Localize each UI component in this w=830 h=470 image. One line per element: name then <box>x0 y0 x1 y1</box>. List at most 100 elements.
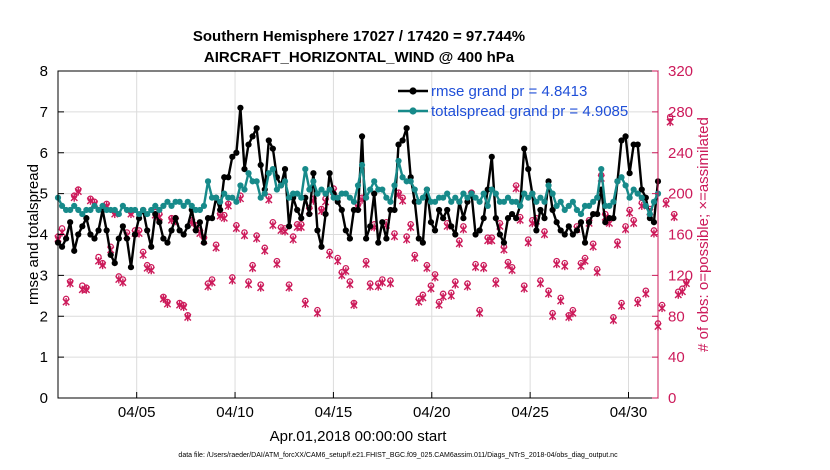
totalspread-point <box>468 190 475 197</box>
totalspread-point <box>456 198 463 205</box>
obs-assimilated-point <box>301 299 309 308</box>
rmse-point <box>537 206 544 214</box>
totalspread-point <box>99 202 106 209</box>
rmse-point <box>119 223 126 230</box>
rmse-point <box>127 264 135 271</box>
rmse-point <box>176 227 183 234</box>
obs-assimilated-point <box>252 234 261 243</box>
rmse-point <box>233 149 240 156</box>
rmse-point <box>192 227 199 234</box>
y-tick-label: 3 <box>40 267 48 284</box>
totalspread-point <box>233 198 240 205</box>
obs-assimilated-point <box>175 301 184 310</box>
totalspread-point <box>452 194 459 201</box>
obs-assimilated-point <box>569 309 577 318</box>
obs-assimilated-point <box>524 238 532 247</box>
rmse-point <box>391 206 398 214</box>
rmse-point <box>480 215 487 222</box>
obs-assimilated-point <box>378 278 387 287</box>
rmse-point <box>358 133 366 140</box>
totalspread-point <box>448 198 455 205</box>
totalspread-point <box>281 178 289 185</box>
rmse-point <box>310 170 317 177</box>
obs-assimilated-point <box>500 245 508 254</box>
obs-assimilated-point <box>593 268 601 277</box>
totalspread-point <box>650 198 658 205</box>
obs-assimilated-point <box>629 219 638 228</box>
obs-assimilated-point <box>508 266 516 275</box>
totalspread-point <box>525 194 532 201</box>
obs-assimilated-point <box>386 279 395 288</box>
totalspread-point <box>363 194 370 201</box>
totalspread-point <box>585 202 593 209</box>
obs-assimilated-point <box>419 293 427 302</box>
rmse-point <box>91 235 98 242</box>
obs-assimilated-point <box>163 299 172 308</box>
totalspread-point <box>569 198 576 205</box>
totalspread-point <box>196 206 203 214</box>
y-tick-label: 5 <box>40 186 48 203</box>
totalspread-point <box>557 198 564 205</box>
obs-assimilated-point <box>540 230 549 239</box>
obs-assimilated-point <box>459 225 468 234</box>
x-tick-label: 04/20 <box>413 404 451 421</box>
obs-assimilated-point <box>678 287 687 296</box>
totalspread-point <box>517 202 524 209</box>
rmse-point <box>148 243 155 250</box>
obs-assimilated-point <box>62 297 70 306</box>
rmse-point <box>265 137 272 144</box>
obs-assimilated-point <box>74 187 82 196</box>
totalspread-point <box>521 190 528 197</box>
rmse-point <box>71 247 78 254</box>
obs-assimilated-point <box>492 279 500 288</box>
series-layer <box>54 104 691 331</box>
obs-assimilated-point <box>98 261 107 270</box>
obs-assimilated-point <box>536 279 545 288</box>
rmse-point <box>87 231 94 238</box>
totalspread-point <box>241 186 248 193</box>
axes: 04/05 04/10 04/15 04/20 04/25 04/300123456780… <box>40 63 693 421</box>
rmse-point <box>525 166 532 173</box>
totalspread-point <box>156 206 163 214</box>
rmse-point <box>83 215 90 222</box>
obs-assimilated-point <box>402 235 411 244</box>
obs-assimilated-point <box>143 264 151 273</box>
rmse-point <box>521 145 528 152</box>
rmse-point <box>585 219 593 226</box>
rmse-point <box>602 219 609 226</box>
rmse-point <box>184 223 191 230</box>
totalspread-point <box>87 206 94 214</box>
rmse-point <box>200 239 208 246</box>
totalspread-point <box>245 170 252 177</box>
obs-assimilated-point <box>248 264 257 273</box>
rmse-point <box>217 206 224 214</box>
rmse-point <box>298 215 305 222</box>
totalspread-point <box>135 210 143 218</box>
rmse-point <box>379 219 386 226</box>
rmse-point <box>403 125 410 132</box>
totalspread-point <box>237 182 244 189</box>
totalspread-point <box>383 194 390 201</box>
rmse-point <box>67 219 74 226</box>
totalspread-point <box>213 194 220 201</box>
obs-assimilated-point <box>82 285 91 294</box>
rmse-point <box>253 125 260 132</box>
chart-title: Southern Hemisphere 17027 / 17420 = 97.7… <box>193 28 525 45</box>
y2-axis-label: # of obs: o=possible; ×=assimilated <box>695 117 712 352</box>
obs-assimilated-point <box>674 290 682 299</box>
totalspread-point <box>529 190 536 197</box>
totalspread-point <box>411 186 418 193</box>
totalspread-point <box>148 206 155 214</box>
rmse-point <box>594 210 601 218</box>
rmse-point <box>573 227 581 234</box>
totalspread-point <box>561 206 568 214</box>
totalspread-point <box>606 202 613 209</box>
totalspread-point <box>314 190 321 197</box>
totalspread-point <box>140 206 147 214</box>
rmse-point <box>318 243 325 250</box>
rmse-point <box>107 251 114 259</box>
obs-assimilated-point <box>119 278 127 287</box>
totalspread-point <box>261 190 268 197</box>
rmse-point <box>508 210 516 218</box>
obs-assimilated-point <box>147 266 155 275</box>
